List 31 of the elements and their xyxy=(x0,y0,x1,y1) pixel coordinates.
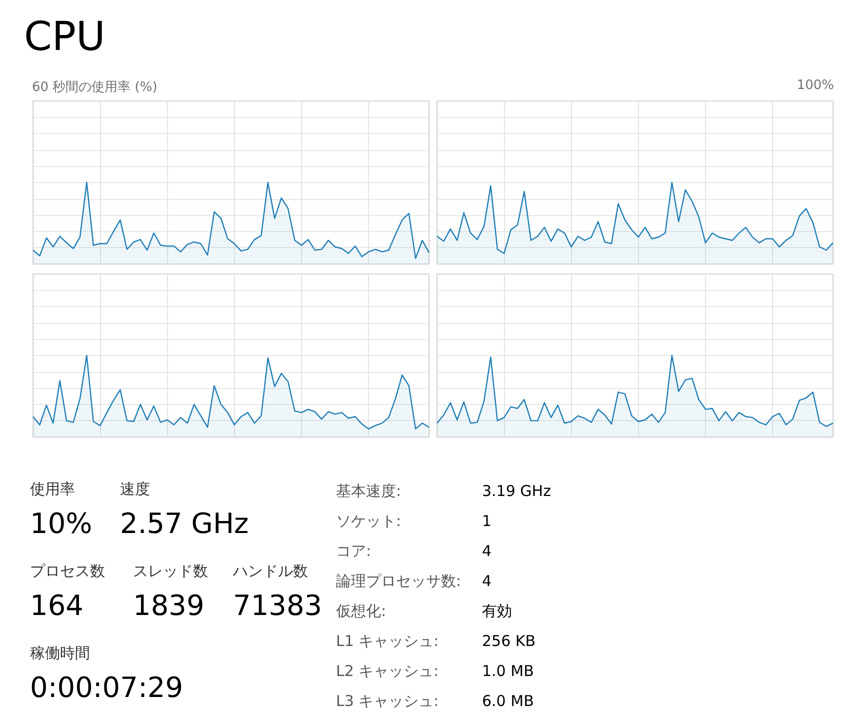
text: ソケット: xyxy=(336,512,402,531)
text: 基本速度: xyxy=(336,482,402,501)
text: 10% xyxy=(30,507,92,540)
text: 71383 xyxy=(233,589,322,622)
text: 6.0 MB xyxy=(482,692,534,710)
text: 164 xyxy=(30,589,84,622)
text: 稼働時間 xyxy=(30,644,90,663)
text: 100% xyxy=(796,78,834,93)
text: 使用率 xyxy=(30,480,75,499)
text: 4 xyxy=(482,572,492,590)
text: 1 xyxy=(482,512,492,530)
text: 1839 xyxy=(133,589,204,622)
text: ハンドル数 xyxy=(233,562,308,581)
chart-title: CPU xyxy=(24,14,106,60)
text: 256 KB xyxy=(482,632,536,650)
text: L3 キャッシュ: xyxy=(336,692,439,711)
text: プロセス数 xyxy=(30,562,105,581)
text: スレッド数 xyxy=(133,562,208,581)
text: 1.0 MB xyxy=(482,662,534,680)
chart-subtitle: 60 秒間の使用率 (%) xyxy=(32,79,158,96)
text: 2.57 GHz xyxy=(120,507,249,540)
text: 0:00:07:29 xyxy=(30,671,184,704)
text: 仮想化: xyxy=(336,602,386,621)
text: 論理プロセッサ数: xyxy=(336,572,462,591)
text: 有効 xyxy=(482,602,512,621)
text: 3.19 GHz xyxy=(482,482,551,500)
text: L2 キャッシュ: xyxy=(336,662,439,681)
text: コア: xyxy=(336,542,372,561)
text: 4 xyxy=(482,542,492,560)
text: 速度 xyxy=(120,480,150,499)
text: L1 キャッシュ: xyxy=(336,632,439,651)
